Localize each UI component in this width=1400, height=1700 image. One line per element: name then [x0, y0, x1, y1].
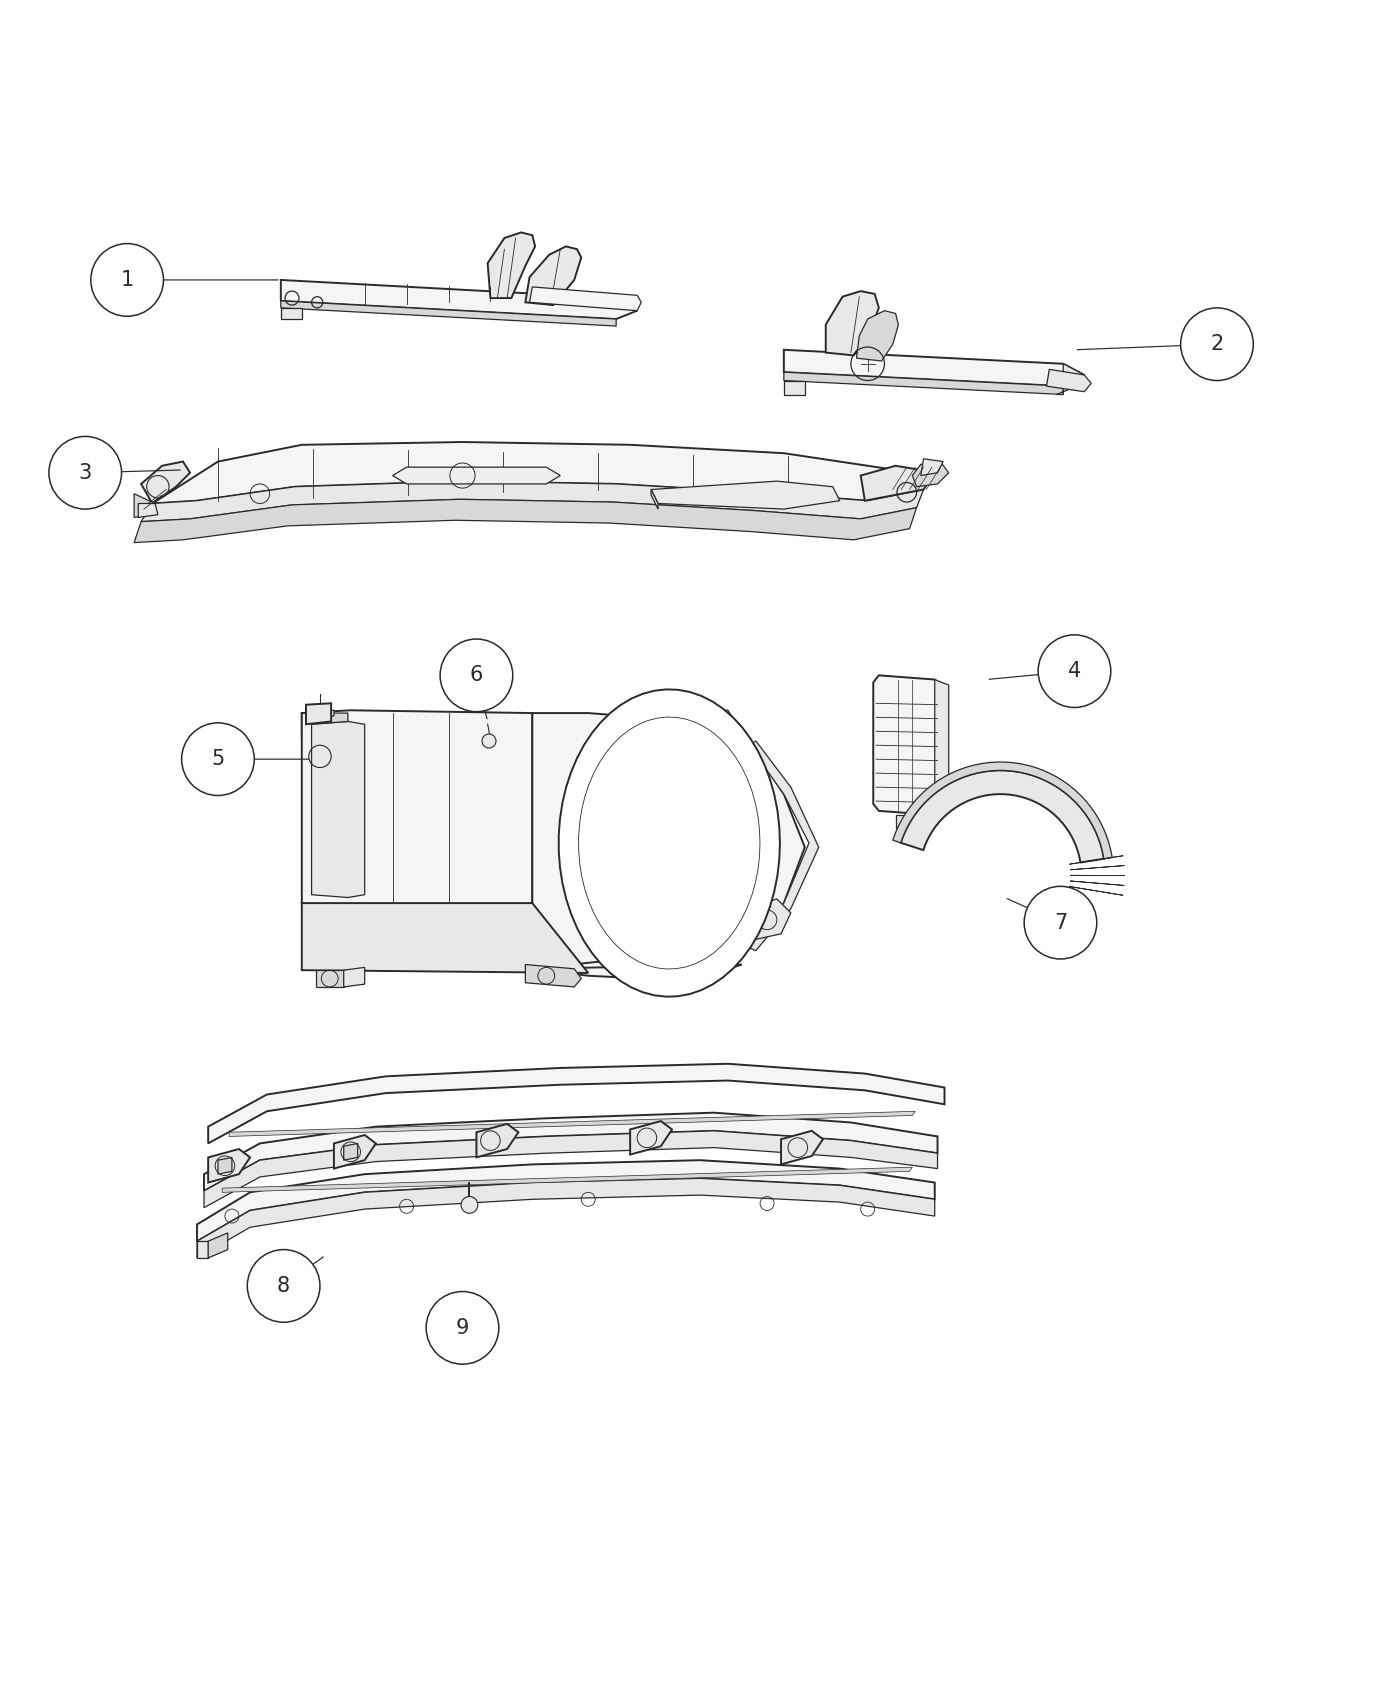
Circle shape: [1180, 308, 1253, 381]
Polygon shape: [344, 967, 364, 988]
Polygon shape: [209, 1064, 945, 1144]
Polygon shape: [900, 770, 1105, 862]
Polygon shape: [302, 711, 714, 741]
Circle shape: [440, 639, 512, 712]
Polygon shape: [826, 291, 879, 355]
Polygon shape: [209, 1149, 251, 1183]
Polygon shape: [529, 287, 641, 311]
Polygon shape: [781, 1130, 823, 1164]
Circle shape: [482, 734, 496, 748]
Polygon shape: [651, 490, 658, 508]
Polygon shape: [525, 246, 581, 304]
Polygon shape: [476, 1124, 518, 1158]
Polygon shape: [218, 1158, 232, 1175]
Polygon shape: [630, 1120, 672, 1154]
Polygon shape: [153, 442, 924, 503]
Polygon shape: [316, 971, 344, 988]
Polygon shape: [1070, 855, 1123, 864]
Polygon shape: [1056, 364, 1084, 394]
Polygon shape: [197, 1159, 935, 1241]
Polygon shape: [784, 372, 1063, 394]
Polygon shape: [784, 381, 805, 394]
Polygon shape: [392, 468, 560, 484]
Polygon shape: [134, 493, 155, 517]
Polygon shape: [209, 1232, 228, 1258]
Text: 2: 2: [1211, 335, 1224, 354]
Text: 4: 4: [1068, 661, 1081, 682]
Polygon shape: [874, 675, 941, 814]
Polygon shape: [784, 350, 1084, 386]
Text: 5: 5: [211, 750, 224, 768]
Text: 6: 6: [470, 665, 483, 685]
Text: 8: 8: [277, 1277, 290, 1295]
Polygon shape: [559, 690, 780, 996]
Polygon shape: [302, 903, 588, 972]
Polygon shape: [857, 311, 899, 360]
Polygon shape: [344, 1144, 357, 1159]
Polygon shape: [1070, 881, 1124, 886]
Polygon shape: [139, 503, 158, 517]
Polygon shape: [312, 712, 349, 724]
Text: 7: 7: [1054, 913, 1067, 933]
Polygon shape: [487, 233, 535, 298]
Polygon shape: [204, 1114, 938, 1192]
Polygon shape: [197, 1241, 209, 1258]
Polygon shape: [335, 1136, 375, 1168]
Circle shape: [49, 437, 122, 508]
Polygon shape: [312, 721, 364, 898]
Polygon shape: [1070, 865, 1124, 870]
Circle shape: [182, 722, 255, 796]
Polygon shape: [893, 762, 1112, 858]
Polygon shape: [935, 680, 949, 814]
Polygon shape: [281, 301, 616, 326]
Circle shape: [1039, 634, 1110, 707]
Text: 1: 1: [120, 270, 134, 291]
Circle shape: [1025, 886, 1096, 959]
Polygon shape: [913, 462, 949, 486]
Circle shape: [91, 243, 164, 316]
Polygon shape: [281, 308, 302, 320]
Polygon shape: [281, 280, 637, 320]
Polygon shape: [223, 1168, 913, 1192]
Circle shape: [248, 1250, 321, 1323]
Polygon shape: [525, 964, 581, 988]
Polygon shape: [896, 814, 918, 828]
Polygon shape: [141, 462, 190, 503]
Polygon shape: [921, 459, 944, 476]
Polygon shape: [749, 741, 819, 950]
Polygon shape: [735, 899, 791, 940]
Polygon shape: [918, 814, 932, 830]
Polygon shape: [637, 711, 661, 719]
Polygon shape: [627, 707, 735, 728]
Polygon shape: [578, 717, 760, 969]
Polygon shape: [197, 1178, 935, 1258]
Polygon shape: [1047, 369, 1091, 391]
Polygon shape: [302, 712, 330, 910]
Polygon shape: [204, 1130, 938, 1207]
Polygon shape: [861, 466, 931, 501]
Polygon shape: [302, 711, 532, 915]
Text: 3: 3: [78, 462, 92, 483]
Circle shape: [426, 1292, 498, 1363]
Polygon shape: [651, 481, 840, 508]
Polygon shape: [1070, 886, 1123, 896]
Polygon shape: [532, 712, 805, 979]
Circle shape: [461, 1197, 477, 1214]
Text: 9: 9: [456, 1318, 469, 1338]
Polygon shape: [230, 1112, 916, 1136]
Polygon shape: [307, 704, 332, 724]
Polygon shape: [141, 481, 924, 522]
Polygon shape: [134, 500, 917, 542]
Polygon shape: [321, 711, 335, 717]
